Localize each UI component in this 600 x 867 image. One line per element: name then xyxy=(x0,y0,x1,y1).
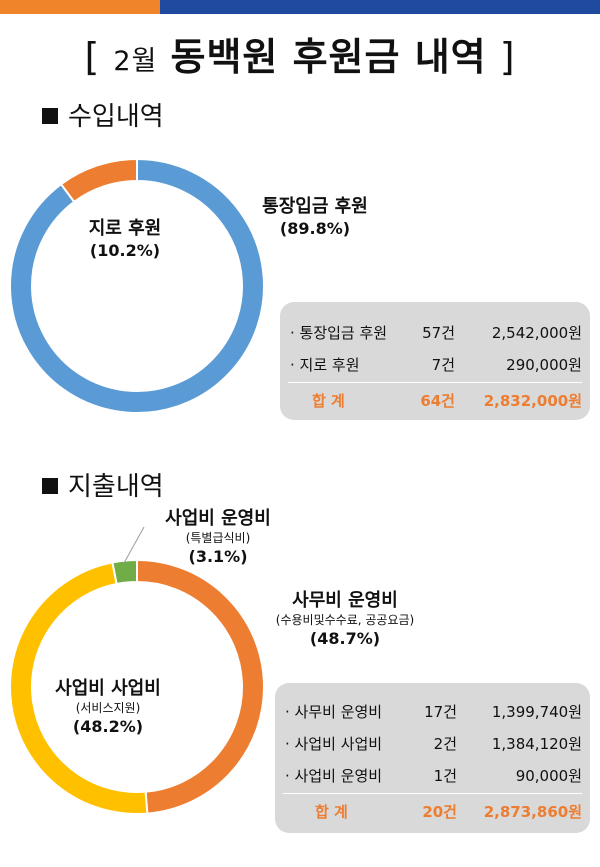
expense-row-amount: 90,000원 xyxy=(515,767,582,785)
income-total-divider xyxy=(288,382,582,383)
income-summary-box: · 통장입금 후원 57건 2,542,000원 · 지로 후원 7건 290,… xyxy=(280,302,590,420)
expense-row-name: · 사무비 운영비 xyxy=(285,703,383,721)
title-bracket-open: [ xyxy=(84,35,101,79)
title-bracket-close: ] xyxy=(499,35,516,79)
expense-row-name: · 사업비 사업비 xyxy=(285,735,383,753)
expense-section-heading: 지출내역 xyxy=(42,466,164,503)
expense-row-amount: 1,399,740원 xyxy=(491,703,582,721)
income-label-bank-pct: (89.8%) xyxy=(279,219,351,238)
title-month: 2월 xyxy=(113,46,158,77)
income-total-label: 합 계 xyxy=(312,392,345,410)
expense-row-count: 2건 xyxy=(433,735,457,753)
income-section-heading: 수입내역 xyxy=(42,96,164,133)
income-label-giro-name: 지로 후원 xyxy=(88,218,162,239)
expense-label-service-sub: (서비스지원) xyxy=(75,701,141,715)
expense-label-office-sub: (수용비및수수료, 공공요금) xyxy=(275,613,415,627)
income-label-bank-name: 통장입금 후원 xyxy=(262,196,368,217)
expense-label-service: 사업비 사업비 (서비스지원) (48.2%) xyxy=(38,678,178,737)
square-bullet-icon xyxy=(42,107,58,124)
expense-label-meal-name: 사업비 운영비 xyxy=(165,508,271,529)
income-total-count: 64건 xyxy=(420,392,455,410)
expense-label-meal: 사업비 운영비 (특별급식비) (3.1%) xyxy=(148,508,288,567)
expense-heading-text: 지출내역 xyxy=(68,472,164,502)
top-accent-bar-orange xyxy=(0,0,160,14)
income-label-giro-pct: (10.2%) xyxy=(89,241,161,260)
expense-total-label: 합 계 xyxy=(315,803,348,821)
income-label-giro: 지로 후원 (10.2%) xyxy=(65,218,185,261)
income-slice-0 xyxy=(9,157,265,414)
expense-meal-leader-line xyxy=(123,526,145,564)
expense-row-count: 1건 xyxy=(433,767,457,785)
income-heading-text: 수입내역 xyxy=(68,102,164,132)
expense-row-amount: 1,384,120원 xyxy=(491,735,582,753)
expense-label-meal-pct: (3.1%) xyxy=(188,547,248,566)
expense-total-amount: 2,873,860원 xyxy=(483,803,582,821)
expense-slice-2 xyxy=(111,558,138,586)
expense-label-service-pct: (48.2%) xyxy=(72,717,144,736)
expense-label-office: 사무비 운영비 (수용비및수수료, 공공요금) (48.7%) xyxy=(255,590,435,649)
income-row-count: 57건 xyxy=(422,324,455,342)
income-donut-chart xyxy=(9,157,265,414)
expense-row-count: 17건 xyxy=(424,703,457,721)
expense-label-service-name: 사업비 사업비 xyxy=(55,678,161,699)
expense-total-divider xyxy=(283,793,582,794)
page-title: [ 2월 동백원 후원금 내역 ] xyxy=(0,26,600,81)
income-slice-1 xyxy=(59,157,138,204)
expense-label-office-pct: (48.7%) xyxy=(309,629,381,648)
expense-summary-box: · 사무비 운영비 17건 1,399,740원 · 사업비 사업비 2건 1,… xyxy=(275,683,590,833)
income-row-name: · 지로 후원 xyxy=(290,356,360,374)
title-main: 동백원 후원금 내역 xyxy=(170,35,487,79)
income-row-name: · 통장입금 후원 xyxy=(290,324,388,342)
income-row-amount: 290,000원 xyxy=(506,356,582,374)
expense-donut-chart xyxy=(9,526,265,815)
expense-label-office-name: 사무비 운영비 xyxy=(292,590,398,611)
top-accent-bar-blue xyxy=(160,0,600,14)
income-total-amount: 2,832,000원 xyxy=(483,392,582,410)
square-bullet-icon xyxy=(42,477,58,494)
income-row-count: 7건 xyxy=(431,356,455,374)
income-label-bank: 통장입금 후원 (89.8%) xyxy=(245,196,385,239)
expense-total-count: 20건 xyxy=(422,803,457,821)
expense-row-name: · 사업비 운영비 xyxy=(285,767,383,785)
income-row-amount: 2,542,000원 xyxy=(491,324,582,342)
expense-label-meal-sub: (특별급식비) xyxy=(185,531,251,545)
